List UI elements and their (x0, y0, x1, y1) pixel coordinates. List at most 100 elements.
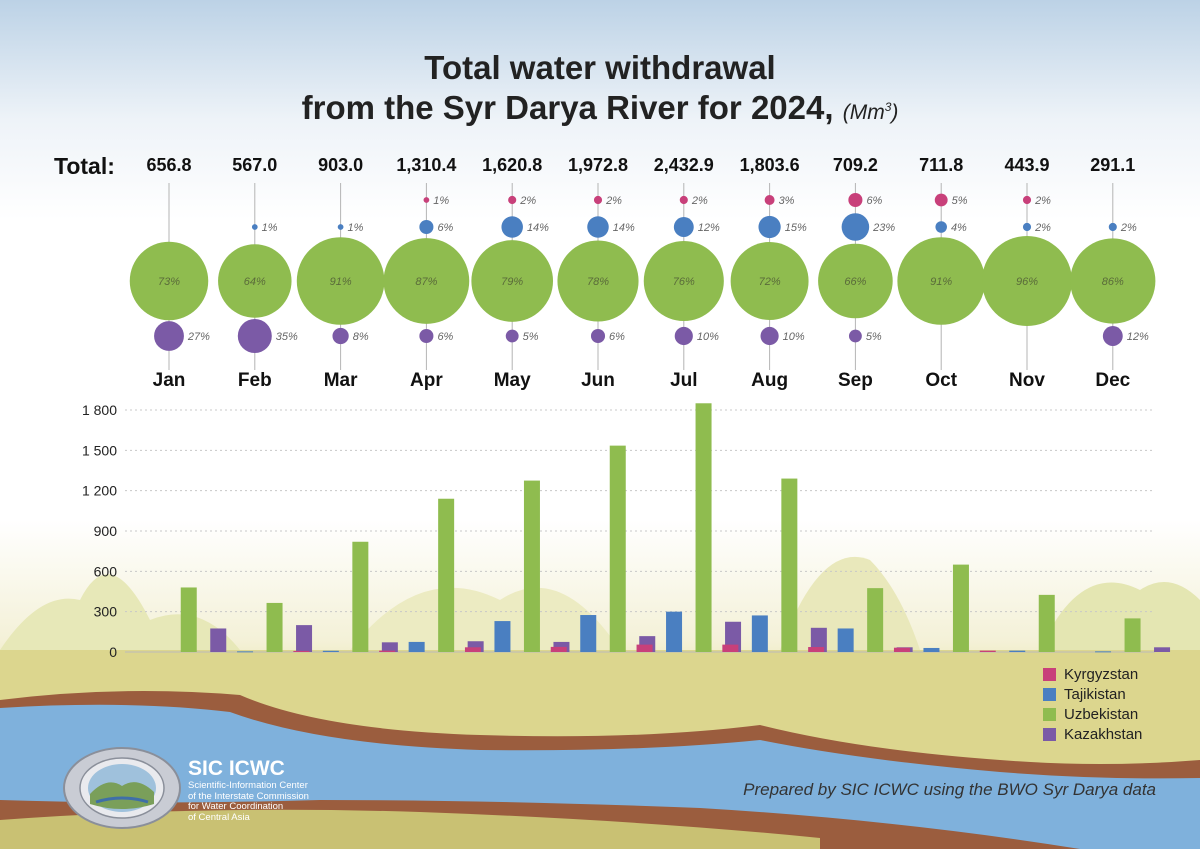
legend-swatch-kyrgyzstan (1043, 667, 1056, 681)
bar-kyrgyzstan (979, 650, 996, 652)
bar-kyrgyzstan (464, 647, 481, 652)
bar-kyrgyzstan (636, 644, 653, 652)
share-label: 5% (866, 331, 882, 343)
share-bubble-kyrgyzstan (764, 195, 775, 205)
bar-kyrgyzstan (808, 647, 825, 652)
y-tick-label: 1 800 (82, 402, 117, 418)
share-label: 2% (605, 195, 622, 207)
share-bubble-uzbekistan (730, 242, 809, 320)
bar-uzbekistan (180, 587, 197, 652)
share-bubble-kyrgyzstan (508, 195, 517, 205)
share-label: 10% (783, 331, 805, 343)
bar-uzbekistan (1124, 618, 1141, 652)
share-bubble-uzbekistan (383, 238, 470, 324)
share-label: 6% (437, 222, 453, 234)
bar-kazakhstan (210, 628, 227, 652)
bar-uzbekistan (352, 541, 369, 652)
bar-tajikistan (751, 615, 768, 652)
share-label: 14% (613, 222, 635, 234)
y-tick-label: 600 (94, 563, 118, 579)
totals-label: Total: (54, 153, 115, 179)
bar-tajikistan (666, 611, 683, 652)
share-label: 12% (698, 222, 720, 234)
share-bubble-uzbekistan (557, 240, 639, 322)
legend-item-uzbekistan: Uzbekistan (1043, 704, 1142, 724)
hill-right (1040, 582, 1200, 650)
legend-swatch-uzbekistan (1043, 707, 1056, 721)
month-label: May (494, 370, 531, 391)
bar-tajikistan (1009, 650, 1026, 652)
share-bubble-tajikistan (251, 224, 258, 230)
bar-tajikistan (237, 651, 254, 653)
share-label: 78% (587, 276, 609, 288)
share-bubble-kyrgyzstan (423, 197, 430, 203)
share-bubble-kyrgyzstan (679, 195, 688, 205)
chart-title-line2: from the Syr Darya River for 2024, (Mm3) (0, 87, 1200, 133)
chart-title-line1: Total water withdrawal (424, 49, 776, 86)
share-bubble-tajikistan (673, 217, 694, 237)
hill-center (350, 587, 620, 650)
legend-item-tajikistan: Tajikistan (1043, 684, 1142, 704)
month-label: Feb (238, 370, 272, 391)
month-label: Oct (925, 370, 957, 391)
legend: Kyrgyzstan Tajikistan Uzbekistan Kazakhs… (1043, 664, 1142, 744)
river (0, 704, 1200, 849)
share-bubble-tajikistan (758, 215, 781, 239)
share-bubble-kyrgyzstan (1022, 195, 1032, 205)
share-label: 86% (1102, 276, 1124, 288)
share-bubble-tajikistan (935, 221, 947, 233)
total-value: 1,972.8 (568, 155, 628, 175)
share-label: 64% (244, 276, 266, 288)
share-label: 1% (347, 222, 363, 234)
hill-left (0, 574, 240, 650)
share-bubble-kazakhstan (674, 326, 693, 346)
chart-title-unit: (Mm3) (842, 100, 899, 124)
share-label: 8% (353, 331, 369, 343)
share-label: 2% (691, 195, 708, 207)
share-label: 2% (1034, 195, 1051, 207)
bar-kazakhstan (810, 627, 827, 652)
month-label: Dec (1095, 370, 1130, 391)
share-bubble-kazakhstan (590, 328, 606, 344)
legend-swatch-tajikistan (1043, 687, 1056, 701)
bar-kyrgyzstan (379, 650, 396, 652)
bar-uzbekistan (867, 588, 884, 652)
y-tick-label: 300 (94, 604, 118, 620)
bar-kazakhstan (1154, 647, 1171, 652)
bar-kyrgyzstan (893, 647, 910, 652)
share-label: 5% (523, 331, 539, 343)
bar-tajikistan (837, 628, 854, 652)
y-tick-label: 1 200 (82, 483, 117, 499)
share-bubble-tajikistan (587, 216, 609, 238)
share-label: 72% (759, 276, 781, 288)
bar-uzbekistan (952, 564, 969, 652)
share-bubble-tajikistan (1022, 222, 1032, 232)
legend-label: Kazakhstan (1064, 725, 1143, 743)
y-tick-label: 1 500 (82, 442, 117, 458)
share-bubble-kazakhstan (1102, 326, 1123, 346)
total-value: 903.0 (318, 155, 363, 175)
share-label: 6% (866, 195, 882, 207)
share-bubble-kazakhstan (419, 328, 434, 344)
sic-icwc-logo (63, 747, 181, 829)
share-bubble-kazakhstan (332, 327, 349, 345)
share-bubble-uzbekistan (218, 244, 292, 318)
share-bubble-tajikistan (419, 219, 434, 235)
total-value: 1,310.4 (396, 155, 456, 175)
share-label: 2% (1034, 222, 1051, 234)
share-label: 35% (276, 331, 298, 343)
share-bubble-kazakhstan (505, 329, 519, 343)
bar-kazakhstan (296, 625, 313, 652)
bar-uzbekistan (609, 445, 626, 652)
share-label: 4% (951, 222, 967, 234)
share-bubble-tajikistan (1108, 222, 1117, 232)
total-value: 709.2 (833, 155, 878, 175)
share-bubble-uzbekistan (296, 237, 385, 325)
y-tick-label: 0 (109, 644, 117, 660)
bar-kazakhstan (467, 641, 484, 652)
share-bubble-uzbekistan (471, 240, 554, 322)
share-label: 66% (844, 276, 866, 288)
legend-label: Kyrgyzstan (1064, 665, 1139, 683)
share-label: 6% (437, 331, 453, 343)
